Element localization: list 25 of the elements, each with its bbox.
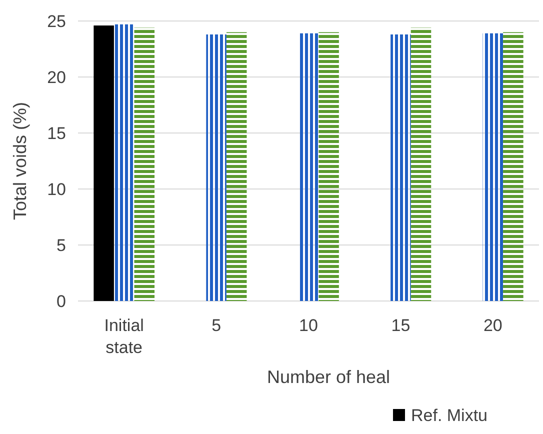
y-axis-title: Total voids (%)	[10, 102, 30, 220]
y-tick-label: 10	[47, 180, 66, 199]
bar	[410, 28, 432, 301]
x-tick-label: 15	[391, 316, 410, 335]
bar	[503, 32, 524, 301]
bar	[226, 32, 247, 301]
bar	[94, 25, 114, 301]
y-tick-label: 20	[47, 68, 66, 87]
y-tick-label: 5	[56, 236, 66, 255]
x-tick-label: 10	[299, 316, 318, 335]
bar	[318, 32, 339, 301]
x-tick-label: 20	[483, 316, 502, 335]
x-tick-label: Initial state	[104, 316, 144, 357]
y-tick-label: 15	[47, 124, 66, 143]
x-axis-title: Number of heal	[266, 367, 390, 387]
legend-label: Ref. Mixtu	[411, 406, 488, 425]
y-tick-label: 0	[56, 292, 66, 311]
bar	[482, 33, 504, 301]
bar	[114, 24, 134, 301]
x-tick-label: 5	[212, 316, 222, 335]
bar	[390, 34, 411, 301]
y-tick-label: 25	[47, 12, 66, 31]
bar	[298, 33, 319, 301]
bar	[134, 28, 155, 301]
bar	[206, 34, 226, 301]
